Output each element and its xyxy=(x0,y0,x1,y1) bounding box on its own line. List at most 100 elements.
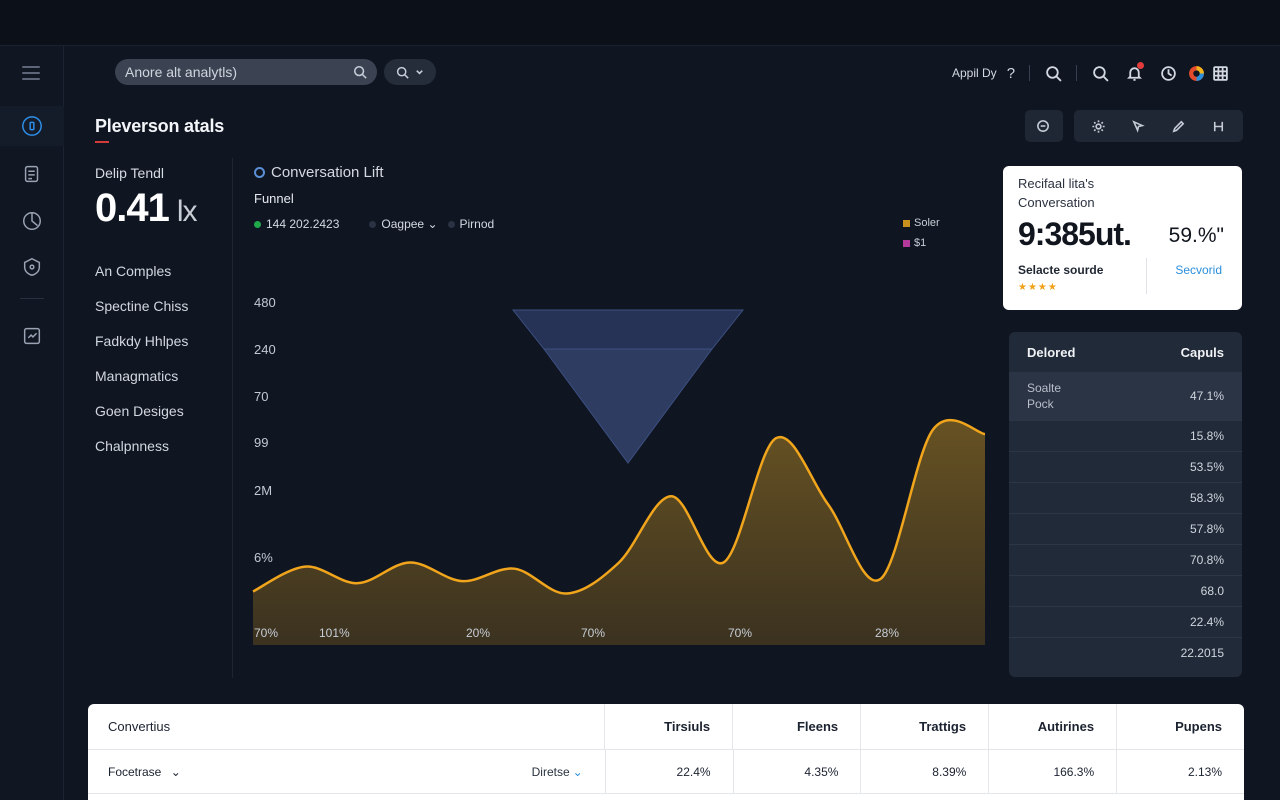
notification-dot xyxy=(1137,62,1145,69)
zoom-icon xyxy=(1036,119,1049,132)
y-tick-label: 240 xyxy=(254,342,276,357)
chart-title: Conversation Lift xyxy=(254,164,384,181)
row-value: 15.8% xyxy=(1189,429,1224,443)
pie-icon xyxy=(23,212,41,230)
zoom-button[interactable] xyxy=(1083,62,1117,84)
side-table-row[interactable]: 22.2015 xyxy=(1009,637,1242,668)
row-value: 68.0 xyxy=(1200,584,1224,598)
col-header[interactable]: Trattigs xyxy=(860,704,988,749)
nav-item[interactable]: Fadkdy Hhlpes xyxy=(95,333,189,349)
filter-label: 144 202.2423 xyxy=(266,217,340,231)
x-tick-label: 101% xyxy=(319,626,350,640)
filter-dot xyxy=(254,220,261,228)
edit-tool-button[interactable] xyxy=(1161,110,1197,142)
columns-icon xyxy=(1214,121,1224,131)
filter-dot xyxy=(447,220,455,228)
search-input[interactable]: Anore alt analytls) xyxy=(125,64,238,80)
nav-item[interactable]: An Comples xyxy=(95,263,172,279)
row-value: 53.5% xyxy=(1189,460,1224,474)
table-cell: 2.13% xyxy=(1116,750,1244,793)
report-icon xyxy=(23,327,41,345)
settings-tool-button[interactable] xyxy=(1080,110,1116,142)
search-options-button[interactable] xyxy=(384,59,436,85)
col-header[interactable]: Autirines xyxy=(988,704,1116,749)
filter-dropdown[interactable]: Oagpee ⌄ xyxy=(369,217,438,231)
notifications-button[interactable] xyxy=(1117,62,1151,84)
chart-tool-group xyxy=(1074,110,1243,142)
x-tick-label: 28% xyxy=(875,626,899,640)
nav-item[interactable]: Goen Desiges xyxy=(95,403,184,419)
profile-button[interactable] xyxy=(1185,62,1207,84)
side-table-row[interactable]: 58.3% xyxy=(1009,482,1242,513)
magnify-icon xyxy=(1092,65,1109,82)
y-tick-label: 480 xyxy=(254,295,276,310)
menu-icon[interactable] xyxy=(22,66,40,84)
metric-number: 0.41 xyxy=(95,186,170,230)
nav-item[interactable]: Spectine Chiss xyxy=(95,298,189,314)
page-title: Pleverson atals xyxy=(95,116,225,136)
side-table-row[interactable]: 68.0 xyxy=(1009,575,1242,606)
series-line xyxy=(252,418,986,595)
rail-item-analytics[interactable] xyxy=(0,201,64,241)
row-value: 70.8% xyxy=(1189,553,1224,567)
cursor-icon xyxy=(1132,119,1145,133)
row-name-dropdown[interactable]: Focetrase ⌄ xyxy=(108,765,181,779)
side-table-row[interactable]: 22.4% xyxy=(1009,606,1242,637)
row-value: 47.1% xyxy=(1189,389,1224,403)
side-table-row[interactable]: 15.8% xyxy=(1009,420,1242,451)
target-icon xyxy=(254,167,265,178)
side-table-row[interactable]: 57.8% xyxy=(1009,513,1242,544)
search-button[interactable] xyxy=(1036,62,1070,84)
row-label-line: Soalte xyxy=(1027,381,1062,395)
color-wheel-icon xyxy=(1188,65,1204,81)
x-tick-label: 20% xyxy=(466,626,490,640)
x-tick-label: 70% xyxy=(254,626,278,640)
filter-date[interactable]: 144 202.2423 xyxy=(254,217,339,231)
side-col-header[interactable]: Capuls xyxy=(1180,344,1224,360)
columns-tool-button[interactable] xyxy=(1201,110,1237,142)
metric-label: Delip Tendl xyxy=(95,165,165,181)
grid-button[interactable] xyxy=(1207,62,1233,84)
chart-subtitle: Funnel xyxy=(254,191,294,206)
nav-item[interactable]: Managmatics xyxy=(95,368,179,384)
rating-stars: ★★★★ xyxy=(1018,282,1058,293)
col-header[interactable]: Convertius xyxy=(108,719,171,734)
col-header[interactable]: Tirsiuls xyxy=(604,704,732,749)
filter-period[interactable]: Pirnod xyxy=(447,217,494,231)
table-header-row: Convertius Tirsiuls Fleens Trattigs Auti… xyxy=(88,704,1244,750)
side-col-header[interactable]: Delored xyxy=(1027,344,1076,360)
circle-badge-icon xyxy=(22,116,42,136)
rail-item-security[interactable] xyxy=(0,247,64,287)
nav-item[interactable]: Chalpnness xyxy=(95,438,169,454)
app-label[interactable]: Appil Dy xyxy=(952,66,997,80)
legend-item: $1 xyxy=(903,233,940,253)
card-value: 9:385ut. xyxy=(1018,216,1132,252)
row-name: Focetrase xyxy=(108,764,162,779)
side-table: Delored Capuls Soalte Pock 47.1% 15.8% 53… xyxy=(1009,332,1242,677)
side-table-row[interactable]: Soalte Pock 47.1% xyxy=(1009,372,1242,420)
table-cell: 166.3% xyxy=(988,750,1116,793)
card-link[interactable]: Secvorid xyxy=(1175,263,1222,277)
card-title: Recifaal lita's xyxy=(1018,176,1095,191)
select-tool-button[interactable] xyxy=(1120,110,1156,142)
history-button[interactable] xyxy=(1151,62,1185,84)
search-bar[interactable]: Anore alt analytls) xyxy=(115,59,377,85)
rail-item-home[interactable] xyxy=(0,106,64,146)
bell-icon xyxy=(1126,66,1142,81)
clock-icon xyxy=(1160,65,1176,81)
y-axis-ticks: 480 240 70 99 2M 6% xyxy=(254,295,276,565)
col-header[interactable]: Pupens xyxy=(1116,704,1244,749)
summary-card: Recifaal lita's Conversation 9:385ut. 59… xyxy=(1003,166,1242,310)
table-cell: 8.39% xyxy=(860,750,988,793)
col-header[interactable]: Fleens xyxy=(732,704,860,749)
rail-item-documents[interactable] xyxy=(0,154,64,194)
direction-dropdown[interactable]: Diretse ⌄ xyxy=(532,765,583,779)
rail-item-reports[interactable] xyxy=(0,316,64,356)
table-row[interactable]: Focetrase ⌄ Diretse ⌄ 22.4% 4.35% 8.39% 1… xyxy=(88,750,1244,794)
side-table-row[interactable]: 53.5% xyxy=(1009,451,1242,482)
help-icon[interactable]: ? xyxy=(1006,64,1016,82)
side-table-row[interactable]: 70.8% xyxy=(1009,544,1242,575)
zoom-tool-button[interactable] xyxy=(1025,110,1061,142)
card-source[interactable]: Selacte sourde xyxy=(1018,263,1104,277)
chart-legend: Soler $1 xyxy=(903,213,940,253)
